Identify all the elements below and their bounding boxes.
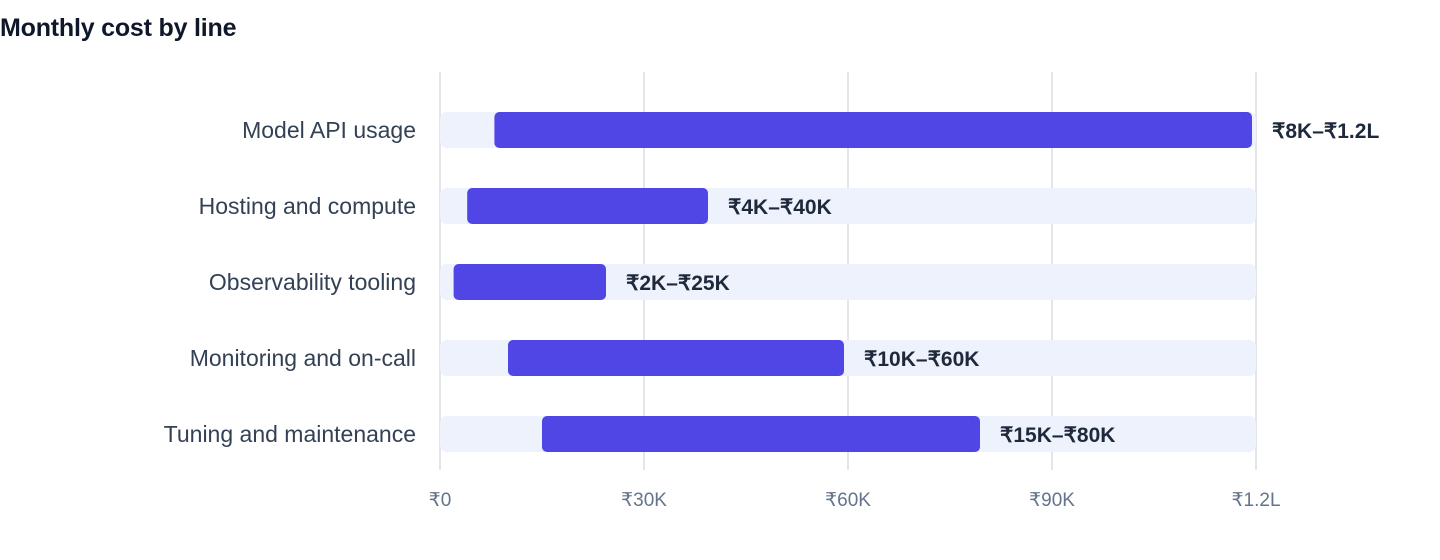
data-label: ₹8K–₹1.2L [1272, 120, 1379, 143]
range-bar [542, 416, 980, 452]
range-bar [453, 264, 606, 300]
data-label: ₹15K–₹80K [1000, 424, 1115, 447]
x-tick-label: ₹30K [621, 490, 667, 511]
data-label: ₹4K–₹40K [728, 196, 832, 219]
category-label: Monitoring and on-call [190, 345, 416, 371]
category-label: Tuning and maintenance [164, 421, 416, 447]
x-tick-label: ₹90K [1029, 490, 1075, 511]
range-bar [494, 112, 1252, 148]
x-tick-label: ₹1.2L [1231, 490, 1280, 511]
chart-title: Monthly cost by line [0, 14, 237, 42]
data-label: ₹10K–₹60K [864, 348, 979, 371]
range-bar [467, 188, 708, 224]
category-label: Model API usage [242, 117, 416, 143]
data-label: ₹2K–₹25K [626, 272, 730, 295]
x-tick-label: ₹0 [429, 490, 452, 511]
category-label: Observability tooling [209, 269, 416, 295]
range-bar [508, 340, 844, 376]
bar-track [440, 264, 1256, 300]
x-tick-label: ₹60K [825, 490, 871, 511]
category-label: Hosting and compute [199, 193, 416, 219]
